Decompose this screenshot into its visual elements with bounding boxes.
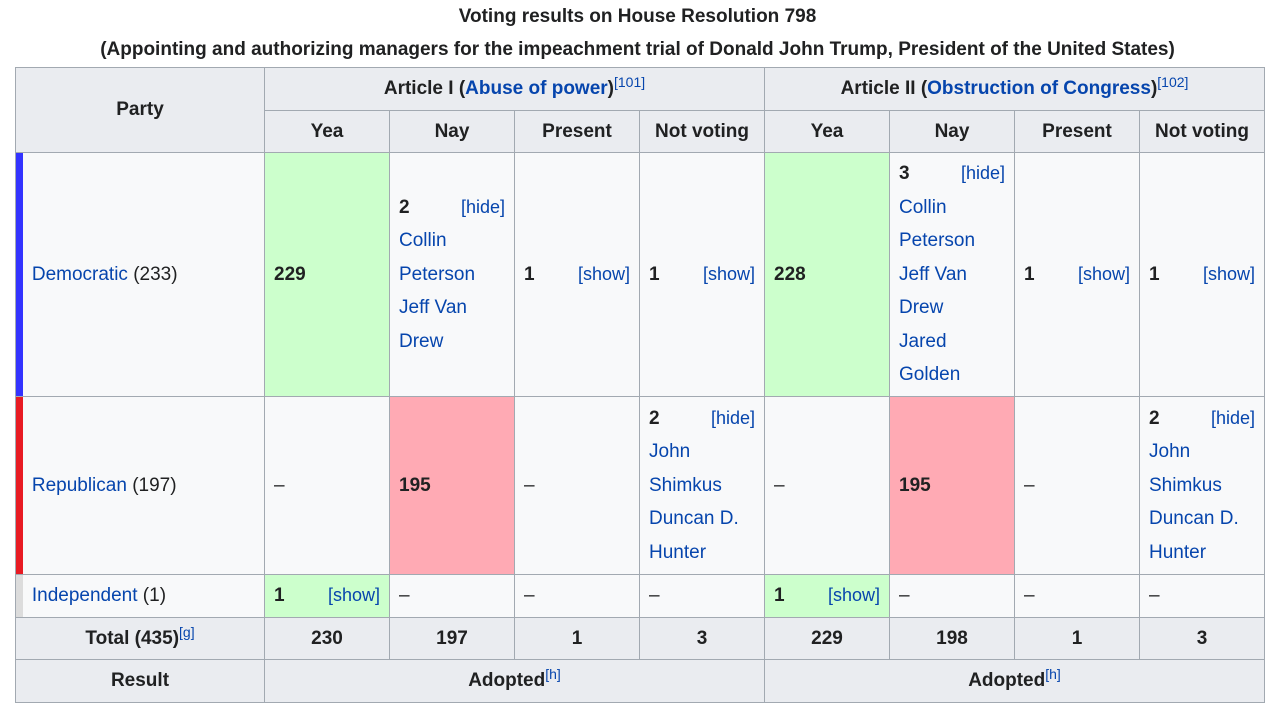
col-a1-not-voting: Not voting — [639, 110, 765, 153]
member-name[interactable]: Jared — [899, 330, 947, 352]
hide-toggle[interactable]: [hide] — [960, 163, 1005, 184]
total-label: Total (435)[g] — [15, 617, 265, 660]
table-row-democratic: Democratic (233) 229 2 [hide] Collin Pete… — [14, 152, 1265, 397]
table-row-republican: Republican (197) – 195 – 2 [hide] John Sh… — [14, 396, 1265, 575]
dem-a2-not-voting: 1 [show] — [1139, 152, 1265, 397]
total-a1-yea: 230 — [264, 617, 390, 660]
total-a1-present: 1 — [514, 617, 640, 660]
dem-a2-present: 1 [show] — [1014, 152, 1140, 397]
party-democratic: Democratic (233) — [22, 152, 265, 397]
ref-102-link[interactable]: [102] — [1157, 74, 1189, 91]
member-name[interactable]: Jeff Van — [899, 263, 967, 285]
rep-a2-nay: 195 — [889, 396, 1015, 575]
obstruction-of-congress-link[interactable]: Obstruction of Congress — [927, 78, 1151, 100]
hide-toggle[interactable]: [hide] — [710, 407, 755, 428]
republican-link[interactable]: Republican — [31, 474, 127, 496]
ind-a2-nay: – — [889, 574, 1015, 618]
dem-a1-nay: 2 [hide] Collin Peterson Jeff Van Drew — [389, 152, 515, 397]
col-a2-yea: Yea — [764, 110, 890, 153]
ind-a1-nay: – — [389, 574, 515, 618]
total-a2-present: 1 — [1014, 617, 1140, 660]
democratic-color-bar — [14, 152, 23, 397]
abuse-of-power-link[interactable]: Abuse of power — [465, 78, 608, 100]
member-name[interactable]: Hunter — [1149, 541, 1207, 563]
ref-h-link[interactable]: [h] — [545, 666, 561, 683]
dem-a1-present: 1 [show] — [514, 152, 640, 397]
article-2-header: Article II (Obstruction of Congress)[102… — [764, 67, 1265, 111]
ref-101-link[interactable]: [101] — [614, 74, 646, 91]
show-toggle[interactable]: [show] — [702, 263, 755, 284]
party-independent: Independent (1) — [22, 574, 265, 618]
member-name[interactable]: Drew — [399, 330, 444, 352]
total-a2-not-voting: 3 — [1139, 617, 1265, 660]
ind-a1-not-voting: – — [639, 574, 765, 618]
result-article-1: Adopted[h] — [264, 659, 765, 703]
show-toggle[interactable]: [show] — [827, 585, 880, 606]
member-name[interactable]: Shimkus — [1149, 474, 1222, 496]
party-republican: Republican (197) — [22, 396, 265, 575]
rep-a2-not-voting: 2 [hide] John Shimkus Duncan D. Hunter — [1139, 396, 1265, 575]
article-1-header: Article I (Abuse of power)[101] — [264, 67, 765, 111]
total-a1-nay: 197 — [389, 617, 515, 660]
rep-a1-nay: 195 — [389, 396, 515, 575]
member-name[interactable]: Duncan D. — [1149, 508, 1239, 530]
table-row-total: Total (435)[g] 230 197 1 3 229 198 1 3 — [15, 617, 1265, 660]
ind-a1-present: – — [514, 574, 640, 618]
ind-a1-yea: 1 [show] — [264, 574, 390, 618]
member-name[interactable]: John — [649, 441, 691, 463]
show-toggle[interactable]: [show] — [1202, 263, 1255, 284]
col-a1-present: Present — [514, 110, 640, 153]
member-name[interactable]: Collin — [899, 196, 947, 218]
col-a1-yea: Yea — [264, 110, 390, 153]
dem-a2-yea: 228 — [764, 152, 890, 397]
member-name[interactable]: Golden — [899, 364, 961, 386]
rep-a1-present: – — [514, 396, 640, 575]
dem-a1-not-voting: 1 [show] — [639, 152, 765, 397]
table-subtitle: (Appointing and authorizing managers for… — [100, 39, 1175, 60]
col-a2-not-voting: Not voting — [1139, 110, 1265, 153]
total-a2-nay: 198 — [889, 617, 1015, 660]
show-toggle[interactable]: [show] — [1077, 263, 1130, 284]
total-a1-not-voting: 3 — [639, 617, 765, 660]
republican-color-bar — [14, 396, 23, 575]
rep-a1-yea: – — [264, 396, 390, 575]
member-name[interactable]: Peterson — [399, 263, 476, 285]
dem-a2-nay: 3 [hide] Collin Peterson Jeff Van Drew Ja… — [889, 152, 1015, 397]
member-name[interactable]: Drew — [899, 297, 944, 319]
voting-results-table: Party Article I (Abuse of power)[101] Ar… — [14, 67, 1265, 703]
member-name[interactable]: Shimkus — [649, 474, 722, 496]
member-name[interactable]: Peterson — [899, 230, 976, 252]
ref-h-link[interactable]: [h] — [1045, 666, 1061, 683]
table-row-result: Result Adopted[h] Adopted[h] — [15, 659, 1265, 703]
table-row-independent: Independent (1) 1 [show] – – – 1 [show] – … — [14, 574, 1265, 618]
member-name[interactable]: Collin — [399, 230, 447, 252]
dem-a1-yea: 229 — [264, 152, 390, 397]
show-toggle[interactable]: [show] — [327, 585, 380, 606]
ind-a2-yea: 1 [show] — [764, 574, 890, 618]
col-a2-nay: Nay — [889, 110, 1015, 153]
independent-color-bar — [14, 574, 23, 618]
member-name[interactable]: Hunter — [649, 541, 707, 563]
ref-g-link[interactable]: [g] — [179, 623, 195, 640]
hide-toggle[interactable]: [hide] — [1210, 407, 1255, 428]
col-a1-nay: Nay — [389, 110, 515, 153]
party-header: Party — [15, 67, 265, 153]
democratic-link[interactable]: Democratic — [31, 263, 128, 285]
ind-a2-present: – — [1014, 574, 1140, 618]
ind-a2-not-voting: – — [1139, 574, 1265, 618]
show-toggle[interactable]: [show] — [577, 263, 630, 284]
col-a2-present: Present — [1014, 110, 1140, 153]
independent-link[interactable]: Independent — [31, 585, 138, 607]
rep-a2-yea: – — [764, 396, 890, 575]
rep-a1-not-voting: 2 [hide] John Shimkus Duncan D. Hunter — [639, 396, 765, 575]
result-label: Result — [15, 659, 265, 703]
member-name[interactable]: John — [1149, 441, 1191, 463]
member-name[interactable]: Duncan D. — [649, 508, 739, 530]
total-a2-yea: 229 — [764, 617, 890, 660]
table-title: Voting results on House Resolution 798 — [458, 6, 817, 27]
hide-toggle[interactable]: [hide] — [460, 196, 505, 217]
rep-a2-present: – — [1014, 396, 1140, 575]
member-name[interactable]: Jeff Van — [399, 297, 467, 319]
result-article-2: Adopted[h] — [764, 659, 1265, 703]
